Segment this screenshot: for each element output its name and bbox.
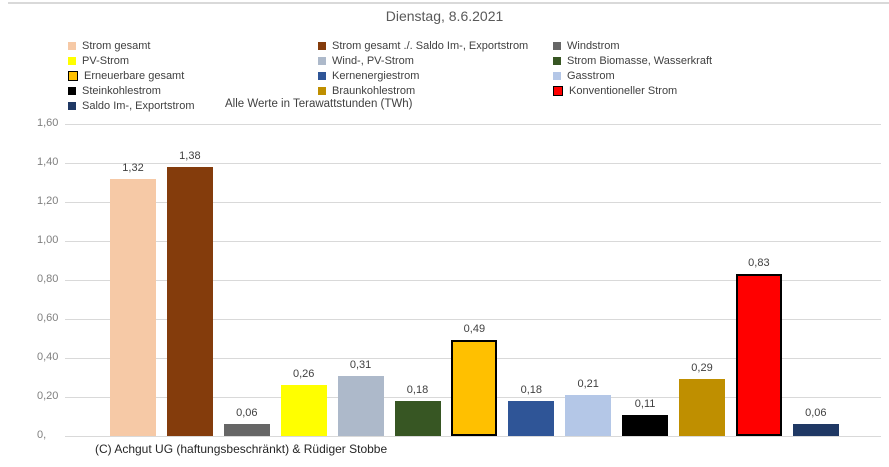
legend-swatch-icon bbox=[553, 57, 561, 65]
legend-swatch-icon bbox=[553, 72, 561, 80]
y-axis-tick-label: 0, bbox=[37, 429, 47, 441]
bar-strom-gesamt-saldo-im-exportstrom bbox=[166, 167, 213, 436]
legend-swatch-icon bbox=[553, 42, 561, 50]
legend-label: Strom Biomasse, Wasserkraft bbox=[567, 55, 713, 67]
y-axis-tick-label: 0,40 bbox=[37, 351, 59, 363]
legend-item: Strom gesamt bbox=[68, 39, 150, 53]
legend-swatch-icon bbox=[68, 102, 76, 110]
chart-title: Dienstag, 8.6.2021 bbox=[385, 8, 504, 24]
y-axis-tick-label: 1,20 bbox=[37, 195, 59, 207]
legend-label: Steinkohlestrom bbox=[82, 85, 161, 97]
bar-kernenergiestrom bbox=[508, 401, 555, 436]
bar-value-label: 0,18 bbox=[406, 384, 429, 396]
y-axis-tick-label: 0,20 bbox=[37, 390, 59, 402]
bar-strom-biomasse-wasserkraft bbox=[394, 401, 441, 436]
bar-value-label: 0,49 bbox=[463, 323, 486, 335]
legend-swatch-icon bbox=[318, 42, 326, 50]
bar-value-label: 0,83 bbox=[748, 257, 770, 269]
bar-value-label: 0,18 bbox=[520, 384, 542, 396]
bar-saldo-im-exportstrom bbox=[792, 424, 839, 436]
legend-label: Windstrom bbox=[567, 40, 620, 52]
chart-top-border bbox=[8, 2, 889, 4]
bar-value-label: 0,06 bbox=[236, 407, 258, 419]
legend-label: Erneuerbare gesamt bbox=[84, 70, 185, 82]
y-axis-tick-label: 1,40 bbox=[37, 156, 59, 168]
units-note: Alle Werte in Terawattstunden (TWh) bbox=[225, 98, 413, 110]
bar-value-label: 0,11 bbox=[634, 398, 656, 410]
bar-strom-gesamt bbox=[110, 179, 156, 436]
legend-item: Braunkohlestrom bbox=[318, 84, 415, 98]
bar-gasstrom bbox=[565, 395, 612, 436]
bar-steinkohlestrom bbox=[622, 415, 669, 436]
legend-label: Konventioneller Strom bbox=[569, 85, 678, 97]
legend-item: Strom Biomasse, Wasserkraft bbox=[553, 54, 712, 68]
legend-swatch-icon bbox=[318, 57, 326, 65]
legend-swatch-icon bbox=[68, 71, 78, 81]
y-axis-tick-label: 1,00 bbox=[37, 234, 59, 246]
legend-swatch-icon bbox=[68, 57, 76, 65]
legend-item: Windstrom bbox=[553, 39, 620, 53]
legend-label: Strom gesamt bbox=[82, 40, 151, 52]
legend-item: Kernenergiestrom bbox=[318, 69, 419, 83]
bar-value-label: 0,26 bbox=[292, 368, 315, 380]
legend-item: Wind-, PV-Strom bbox=[318, 54, 414, 68]
bar-value-label: 1,38 bbox=[179, 150, 201, 162]
bar-konventioneller-strom bbox=[735, 274, 782, 436]
bar-value-label: 1,32 bbox=[122, 162, 144, 174]
bar-value-label: 0,29 bbox=[691, 362, 713, 374]
bar-value-label: 0,06 bbox=[805, 407, 827, 419]
bar-wind-pv-strom bbox=[337, 376, 384, 436]
gridline bbox=[65, 202, 881, 203]
gridline bbox=[65, 319, 881, 320]
legend-swatch-icon bbox=[318, 87, 326, 95]
bar-braunkohlestrom bbox=[679, 379, 725, 436]
y-axis-tick-label: 0,60 bbox=[37, 312, 59, 324]
legend-swatch-icon bbox=[68, 87, 76, 95]
legend-swatch-icon bbox=[68, 42, 76, 50]
legend-item: Strom gesamt ./. Saldo Im-, Exportstrom bbox=[318, 39, 528, 53]
bar-pv-strom bbox=[280, 385, 327, 436]
legend-label: Saldo Im-, Exportstrom bbox=[82, 100, 195, 112]
bar-windstrom bbox=[223, 424, 270, 436]
bar-value-label: 0,21 bbox=[577, 378, 599, 390]
plot-area: 1,32 1,38 0,06 0,26 0,31 0,18 0,49 0,18 0,21 0,11… bbox=[0, 124, 889, 437]
legend-label: Gasstrom bbox=[567, 70, 615, 82]
bar-erneuerbare-gesamt bbox=[451, 340, 498, 436]
legend-swatch-icon bbox=[553, 86, 563, 96]
copyright-text: (C) Achgut UG (haftungsbeschränkt) & Rüd… bbox=[95, 442, 388, 456]
legend-label: Kernenergiestrom bbox=[332, 70, 420, 82]
legend-item: Steinkohlestrom bbox=[68, 84, 161, 98]
gridline bbox=[65, 163, 881, 164]
y-axis-tick-label: 0,80 bbox=[37, 273, 59, 285]
y-axis-tick-label: 1,60 bbox=[37, 117, 59, 129]
gridline bbox=[65, 436, 881, 437]
legend-label: PV-Strom bbox=[82, 55, 130, 67]
legend-item: Saldo Im-, Exportstrom bbox=[68, 99, 194, 113]
legend-label: Braunkohlestrom bbox=[332, 85, 416, 97]
legend-item: Erneuerbare gesamt bbox=[68, 69, 184, 83]
legend-item: Gasstrom bbox=[553, 69, 615, 83]
legend-label: Strom gesamt ./. Saldo Im-, Exportstrom bbox=[332, 40, 529, 52]
gridline bbox=[65, 280, 881, 281]
gridline bbox=[65, 124, 881, 125]
legend-item: Konventioneller Strom bbox=[553, 84, 677, 98]
legend-swatch-icon bbox=[318, 72, 326, 80]
legend-label: Wind-, PV-Strom bbox=[332, 55, 414, 67]
bar-value-label: 0,31 bbox=[349, 359, 372, 371]
legend-item: PV-Strom bbox=[68, 54, 129, 68]
gridline bbox=[65, 241, 881, 242]
